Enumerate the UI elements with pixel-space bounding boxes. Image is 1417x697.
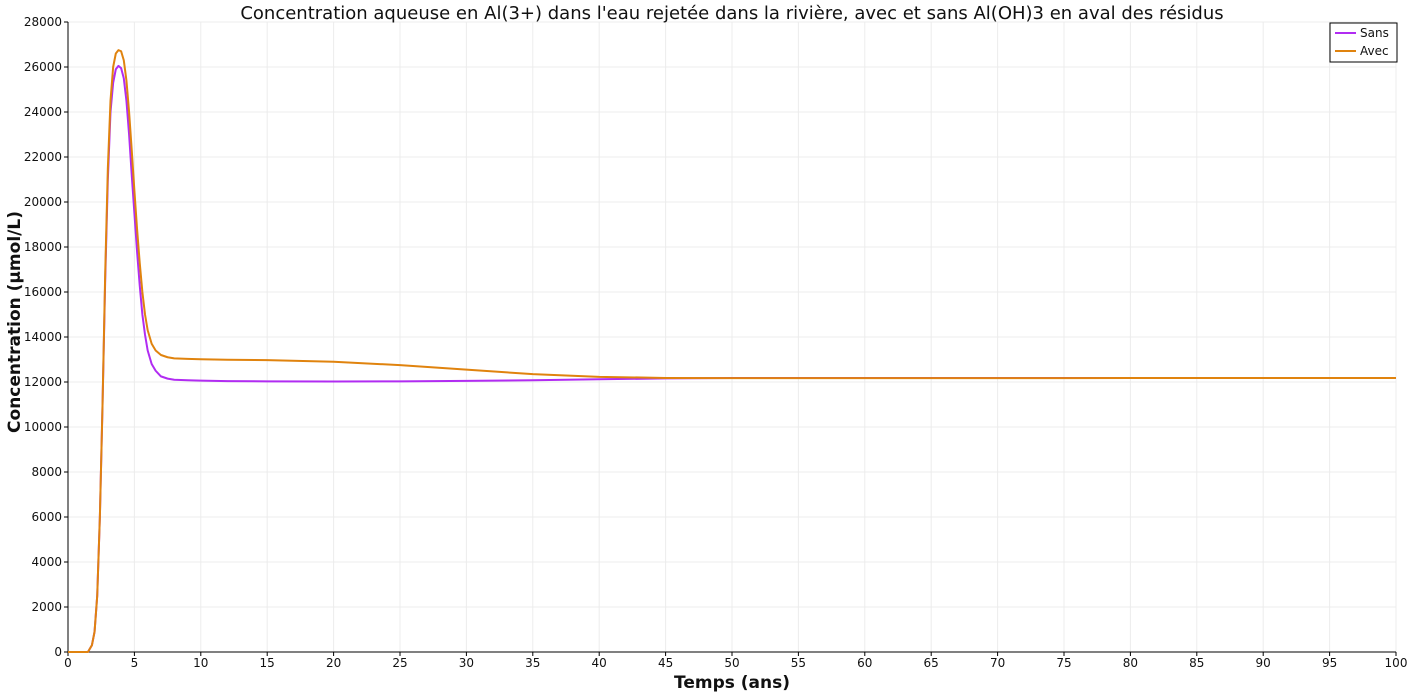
y-axis-label: Concentration (µmol/L) — [5, 211, 25, 433]
y-tick-label: 22000 — [24, 150, 62, 164]
x-tick-label: 50 — [724, 656, 739, 670]
x-tick-label: 35 — [525, 656, 540, 670]
x-tick-label: 95 — [1322, 656, 1337, 670]
y-tick-label: 20000 — [24, 195, 62, 209]
y-tick-label: 8000 — [31, 465, 62, 479]
x-tick-label: 25 — [392, 656, 407, 670]
y-tick-label: 4000 — [31, 555, 62, 569]
x-tick-label: 75 — [1056, 656, 1071, 670]
series-line-avec — [68, 49, 1396, 653]
x-tick-label: 40 — [592, 656, 607, 670]
series-lines — [68, 49, 1396, 653]
x-tick-label: 65 — [924, 656, 939, 670]
x-tick-label: 90 — [1256, 656, 1271, 670]
x-tick-label: 30 — [459, 656, 474, 670]
x-tick-label: 70 — [990, 656, 1005, 670]
y-tick-label: 28000 — [24, 15, 62, 29]
axes: 0 5 10 15 20 25 30 35 40 45 50 55 60 65 70 75 80 85 90 95 10… — [24, 15, 1408, 670]
y-tick-label: 0 — [54, 645, 62, 659]
x-axis-label: Temps (ans) — [674, 673, 790, 693]
x-tick-label: 60 — [857, 656, 872, 670]
legend-label-avec: Avec — [1360, 44, 1389, 58]
chart-title: Concentration aqueuse en Al(3+) dans l'e… — [240, 3, 1223, 24]
x-tick-label: 0 — [64, 656, 72, 670]
legend: Sans Avec — [1329, 22, 1398, 63]
grid-lines — [67, 21, 1397, 653]
x-tick-label: 5 — [131, 656, 139, 670]
x-tick-label: 55 — [791, 656, 806, 670]
y-tick-label: 16000 — [24, 285, 62, 299]
y-tick-label: 24000 — [24, 105, 62, 119]
x-tick-label: 80 — [1123, 656, 1138, 670]
legend-box — [1329, 22, 1398, 63]
y-tick-label: 6000 — [31, 510, 62, 524]
x-tick-label: 45 — [658, 656, 673, 670]
y-tick-label: 2000 — [31, 600, 62, 614]
y-tick-label: 14000 — [24, 330, 62, 344]
legend-label-sans: Sans — [1360, 26, 1389, 40]
y-tick-label: 26000 — [24, 60, 62, 74]
x-tick-label: 15 — [260, 656, 275, 670]
y-tick-label: 10000 — [24, 420, 62, 434]
x-tick-label: 20 — [326, 656, 341, 670]
x-tick-label: 85 — [1189, 656, 1204, 670]
x-tick-label: 10 — [193, 656, 208, 670]
x-tick-label: 100 — [1385, 656, 1408, 670]
y-tick-label: 18000 — [24, 240, 62, 254]
y-tick-label: 12000 — [24, 375, 62, 389]
